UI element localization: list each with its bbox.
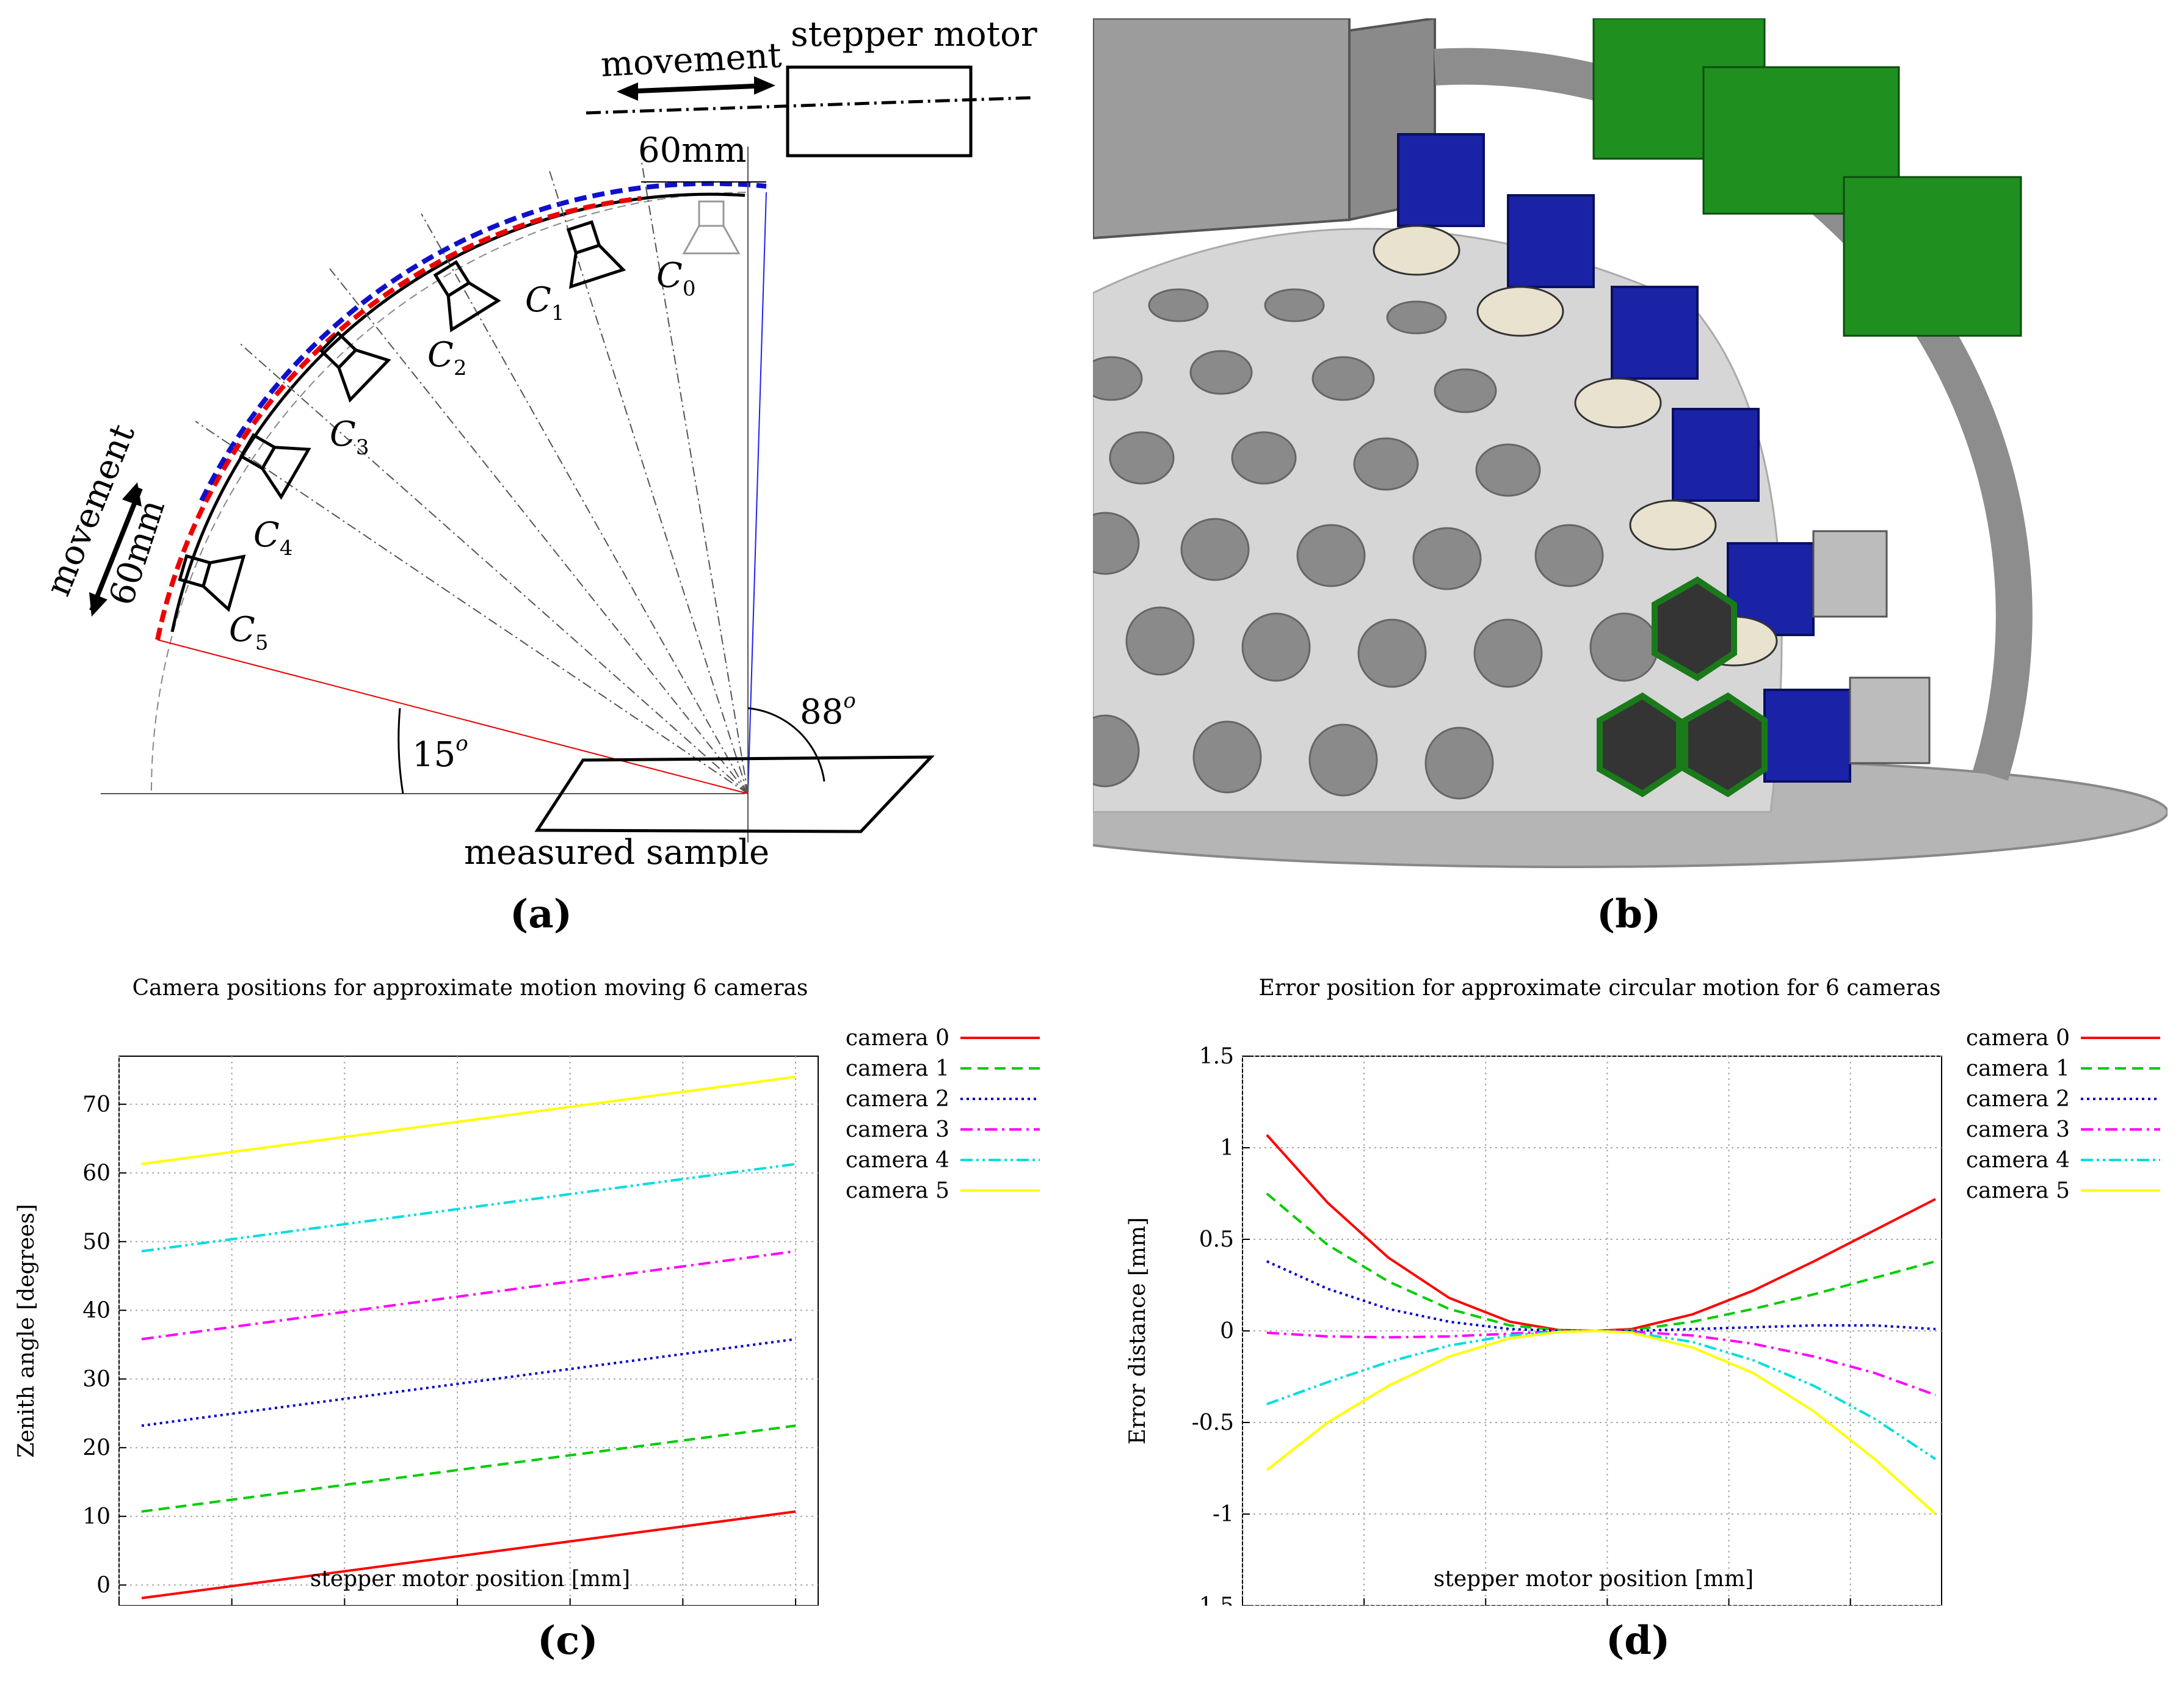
chart-camera-positions: Camera positions for approximate motion … xyxy=(14,976,1040,1640)
legend-label-camera-5: camera 5 xyxy=(1966,1178,2070,1203)
y-tick-label: -1.5 xyxy=(1192,1593,1234,1606)
legend-label-camera-1: camera 1 xyxy=(1966,1056,2070,1081)
measured-sample-plate xyxy=(534,755,935,833)
camera-C5 xyxy=(178,554,246,612)
blue-ray xyxy=(747,192,767,794)
movement-arrow-top xyxy=(622,83,770,94)
camera-label-C4: C4 xyxy=(253,515,293,560)
panel-d: Error position for approximate circular … xyxy=(1093,965,2180,1685)
y-axis-label: Zenith angle [degrees] xyxy=(14,1204,39,1458)
angle-15-arc xyxy=(397,708,404,794)
y-axis-label: Error distance [mm] xyxy=(1125,1217,1150,1444)
y-tick-label: 0.5 xyxy=(1199,1227,1234,1252)
series-line-camera-1 xyxy=(141,1424,796,1513)
series-line-camera-4 xyxy=(1266,1329,1937,1460)
movement-label-top: movement xyxy=(600,36,783,85)
cad-rendering xyxy=(970,16,2169,879)
y-tick-label: 70 xyxy=(82,1092,111,1117)
blue-dashed-arc xyxy=(199,181,767,502)
y-tick-label: -0.5 xyxy=(1192,1410,1234,1435)
series-line-camera-3 xyxy=(141,1250,796,1341)
y-tick-label: 1.5 xyxy=(1199,1044,1234,1069)
y-tick-label: 0 xyxy=(1220,1319,1234,1344)
measured-sample-label: measured sample xyxy=(464,833,769,867)
panel-label-d: (d) xyxy=(1606,1618,1671,1664)
series-line-camera-0 xyxy=(1266,1134,1936,1333)
series-line-camera-4 xyxy=(141,1162,796,1253)
series-line-camera-0 xyxy=(141,1510,796,1600)
series-line-camera-2 xyxy=(1266,1260,1936,1332)
legend-label-camera-3: camera 3 xyxy=(1966,1117,2070,1142)
stepper-motor-box xyxy=(786,65,973,158)
mount-blocks xyxy=(1812,530,1931,764)
stepper-motor-label: stepper motor xyxy=(791,15,1037,54)
blue-cameras xyxy=(1397,133,1851,783)
legend-label-camera-4: camera 4 xyxy=(1966,1148,2070,1173)
legend-label-camera-2: camera 2 xyxy=(1966,1087,2070,1112)
red-dashed-arc xyxy=(155,196,642,640)
chart-title: Camera positions for approximate motion … xyxy=(132,976,808,1001)
hex-boards xyxy=(1597,576,1768,797)
dimension-label-top: 60mm xyxy=(638,131,746,170)
x-axis-label: stepper motor position [mm] xyxy=(310,1567,630,1592)
legend-label-camera-4: camera 4 xyxy=(846,1148,949,1173)
angle-15-label: 15o xyxy=(412,731,468,775)
legend-label-camera-3: camera 3 xyxy=(846,1117,949,1142)
series-line-camera-2 xyxy=(141,1338,796,1427)
panel-a: movement stepper motor 60mm movement 60m… xyxy=(0,0,1075,937)
y-tick-label: 50 xyxy=(82,1230,111,1255)
panel-label-b: (b) xyxy=(1597,891,1661,937)
y-tick-label: 1 xyxy=(1220,1136,1234,1161)
camera-label-C5: C5 xyxy=(229,610,269,655)
red-ray xyxy=(157,639,749,794)
x-axis-label: stepper motor position [mm] xyxy=(1434,1567,1754,1592)
legend-label-camera-5: camera 5 xyxy=(846,1178,949,1203)
camera-label-C3: C3 xyxy=(330,415,369,460)
panel-label-a: (a) xyxy=(510,891,573,937)
motor-rail xyxy=(586,96,1032,115)
y-tick-label: 30 xyxy=(82,1367,111,1392)
panel-c: Camera positions for approximate motion … xyxy=(0,965,1087,1685)
y-tick-label: 40 xyxy=(82,1298,111,1323)
panel-label-c: (c) xyxy=(537,1618,598,1664)
movement-arrow-left xyxy=(89,487,143,612)
legend-label-camera-0: camera 0 xyxy=(846,1026,949,1051)
legend-label-camera-0: camera 0 xyxy=(1966,1026,2070,1051)
camera-label-C0: C0 xyxy=(656,256,696,301)
camera-C1 xyxy=(566,220,626,289)
y-tick-label: 20 xyxy=(82,1435,111,1460)
legend-label-camera-2: camera 2 xyxy=(846,1087,949,1112)
angle-88-label: 88o xyxy=(800,689,856,732)
y-tick-label: 0 xyxy=(96,1573,111,1598)
y-tick-label: 10 xyxy=(82,1504,111,1529)
chart-title: Error position for approximate circular … xyxy=(1259,976,1941,1001)
y-tick-label: -1 xyxy=(1213,1502,1234,1527)
panel-b: (b) xyxy=(970,16,2169,937)
series-line-camera-5 xyxy=(141,1075,796,1165)
camera-geometry-diagram: movement stepper motor 60mm movement 60m… xyxy=(38,15,1037,872)
angle-88-arc xyxy=(747,707,825,782)
camera-C4 xyxy=(239,433,311,500)
camera-C0 xyxy=(682,200,741,255)
series-line-camera-1 xyxy=(1266,1192,1936,1333)
camera-label-C2: C2 xyxy=(427,335,467,380)
series-line-camera-3 xyxy=(1266,1329,1936,1396)
pcb-boards xyxy=(1592,17,2022,337)
y-tick-label: 60 xyxy=(82,1161,111,1186)
chart-error-position: Error position for approximate circular … xyxy=(1125,976,2160,1640)
camera-C2 xyxy=(433,259,501,333)
camera-rays xyxy=(195,158,749,794)
camera-C3 xyxy=(319,331,391,403)
camera-label-C1: C1 xyxy=(525,280,565,325)
legend-label-camera-1: camera 1 xyxy=(846,1056,949,1081)
series-line-camera-5 xyxy=(1266,1329,1937,1515)
